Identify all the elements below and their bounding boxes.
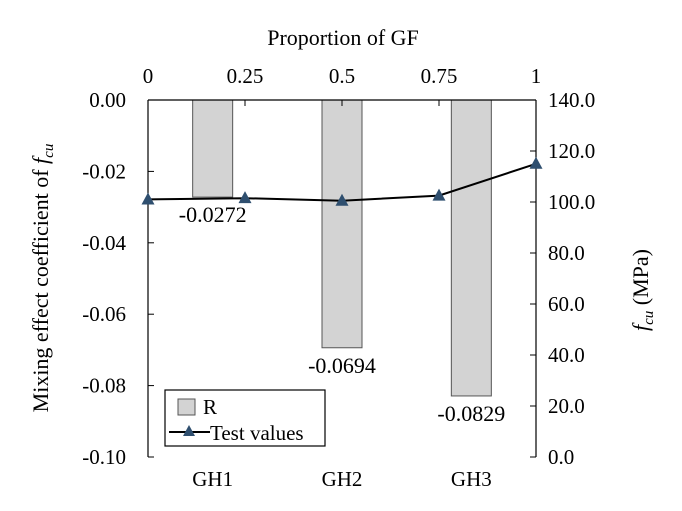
right-tick-label: 60.0 — [548, 292, 585, 316]
top-tick-label: 0.5 — [329, 64, 355, 88]
left-axis-title-var: f — [28, 155, 53, 164]
category-label: GH3 — [451, 467, 492, 491]
test-value-marker — [141, 192, 155, 205]
right-axis-title: fcu (MPa) — [628, 249, 657, 331]
bar-gh3 — [450, 99, 492, 397]
test-value-marker — [335, 193, 349, 206]
bar-gh2 — [321, 99, 363, 349]
category-label: GH1 — [192, 467, 233, 491]
left-tick-label: -0.10 — [82, 445, 126, 469]
bar-data-label: -0.0272 — [179, 202, 247, 227]
test-value-marker — [432, 188, 446, 201]
legend-line-marker — [183, 425, 195, 436]
right-tick-label: 20.0 — [548, 394, 585, 418]
left-axis-title: Mixing effect coefficient of fcu — [28, 144, 57, 413]
right-tick-label: 40.0 — [548, 343, 585, 367]
top-tick-label: 0.75 — [421, 64, 458, 88]
bar-data-label: -0.0694 — [308, 353, 376, 378]
right-tick-label: 80.0 — [548, 241, 585, 265]
line-layer — [141, 156, 543, 206]
bar-gh1 — [192, 99, 234, 198]
legend-bar-label: R — [203, 395, 217, 419]
legend-bar-swatch — [177, 398, 196, 416]
legend: R Test values — [164, 389, 326, 447]
top-tick-label: 0.25 — [227, 64, 264, 88]
right-tick-label: 100.0 — [548, 190, 595, 214]
left-tick-label: -0.06 — [82, 302, 126, 326]
left-axis-title-prefix: Mixing effect coefficient of — [28, 164, 53, 412]
bars-layer — [192, 99, 492, 397]
test-value-marker — [529, 156, 543, 169]
left-tick-label: -0.02 — [82, 159, 126, 183]
right-axis-title-var: f — [628, 322, 653, 331]
top-tick-label: 1 — [531, 64, 542, 88]
category-label: GH2 — [322, 467, 363, 491]
left-tick-label: 0.00 — [89, 88, 126, 112]
right-tick-label: 0.0 — [548, 445, 574, 469]
right-axis-title-suffix: (MPa) — [628, 249, 653, 311]
labels-layer: 0.00-0.02-0.04-0.06-0.08-0.10140.0120.01… — [82, 64, 595, 491]
right-tick-label: 140.0 — [548, 88, 595, 112]
left-tick-label: -0.08 — [82, 374, 126, 398]
bar-data-label: -0.0829 — [437, 401, 505, 426]
right-axis-title-sub: cu — [641, 311, 657, 325]
top-axis-title: Proportion of GF — [267, 25, 419, 50]
right-tick-label: 120.0 — [548, 139, 595, 163]
test-value-marker — [238, 191, 252, 204]
left-tick-label: -0.04 — [82, 231, 126, 255]
top-tick-label: 0 — [143, 64, 154, 88]
legend-line-label: Test values — [210, 421, 304, 445]
left-axis-title-sub: cu — [41, 144, 57, 158]
